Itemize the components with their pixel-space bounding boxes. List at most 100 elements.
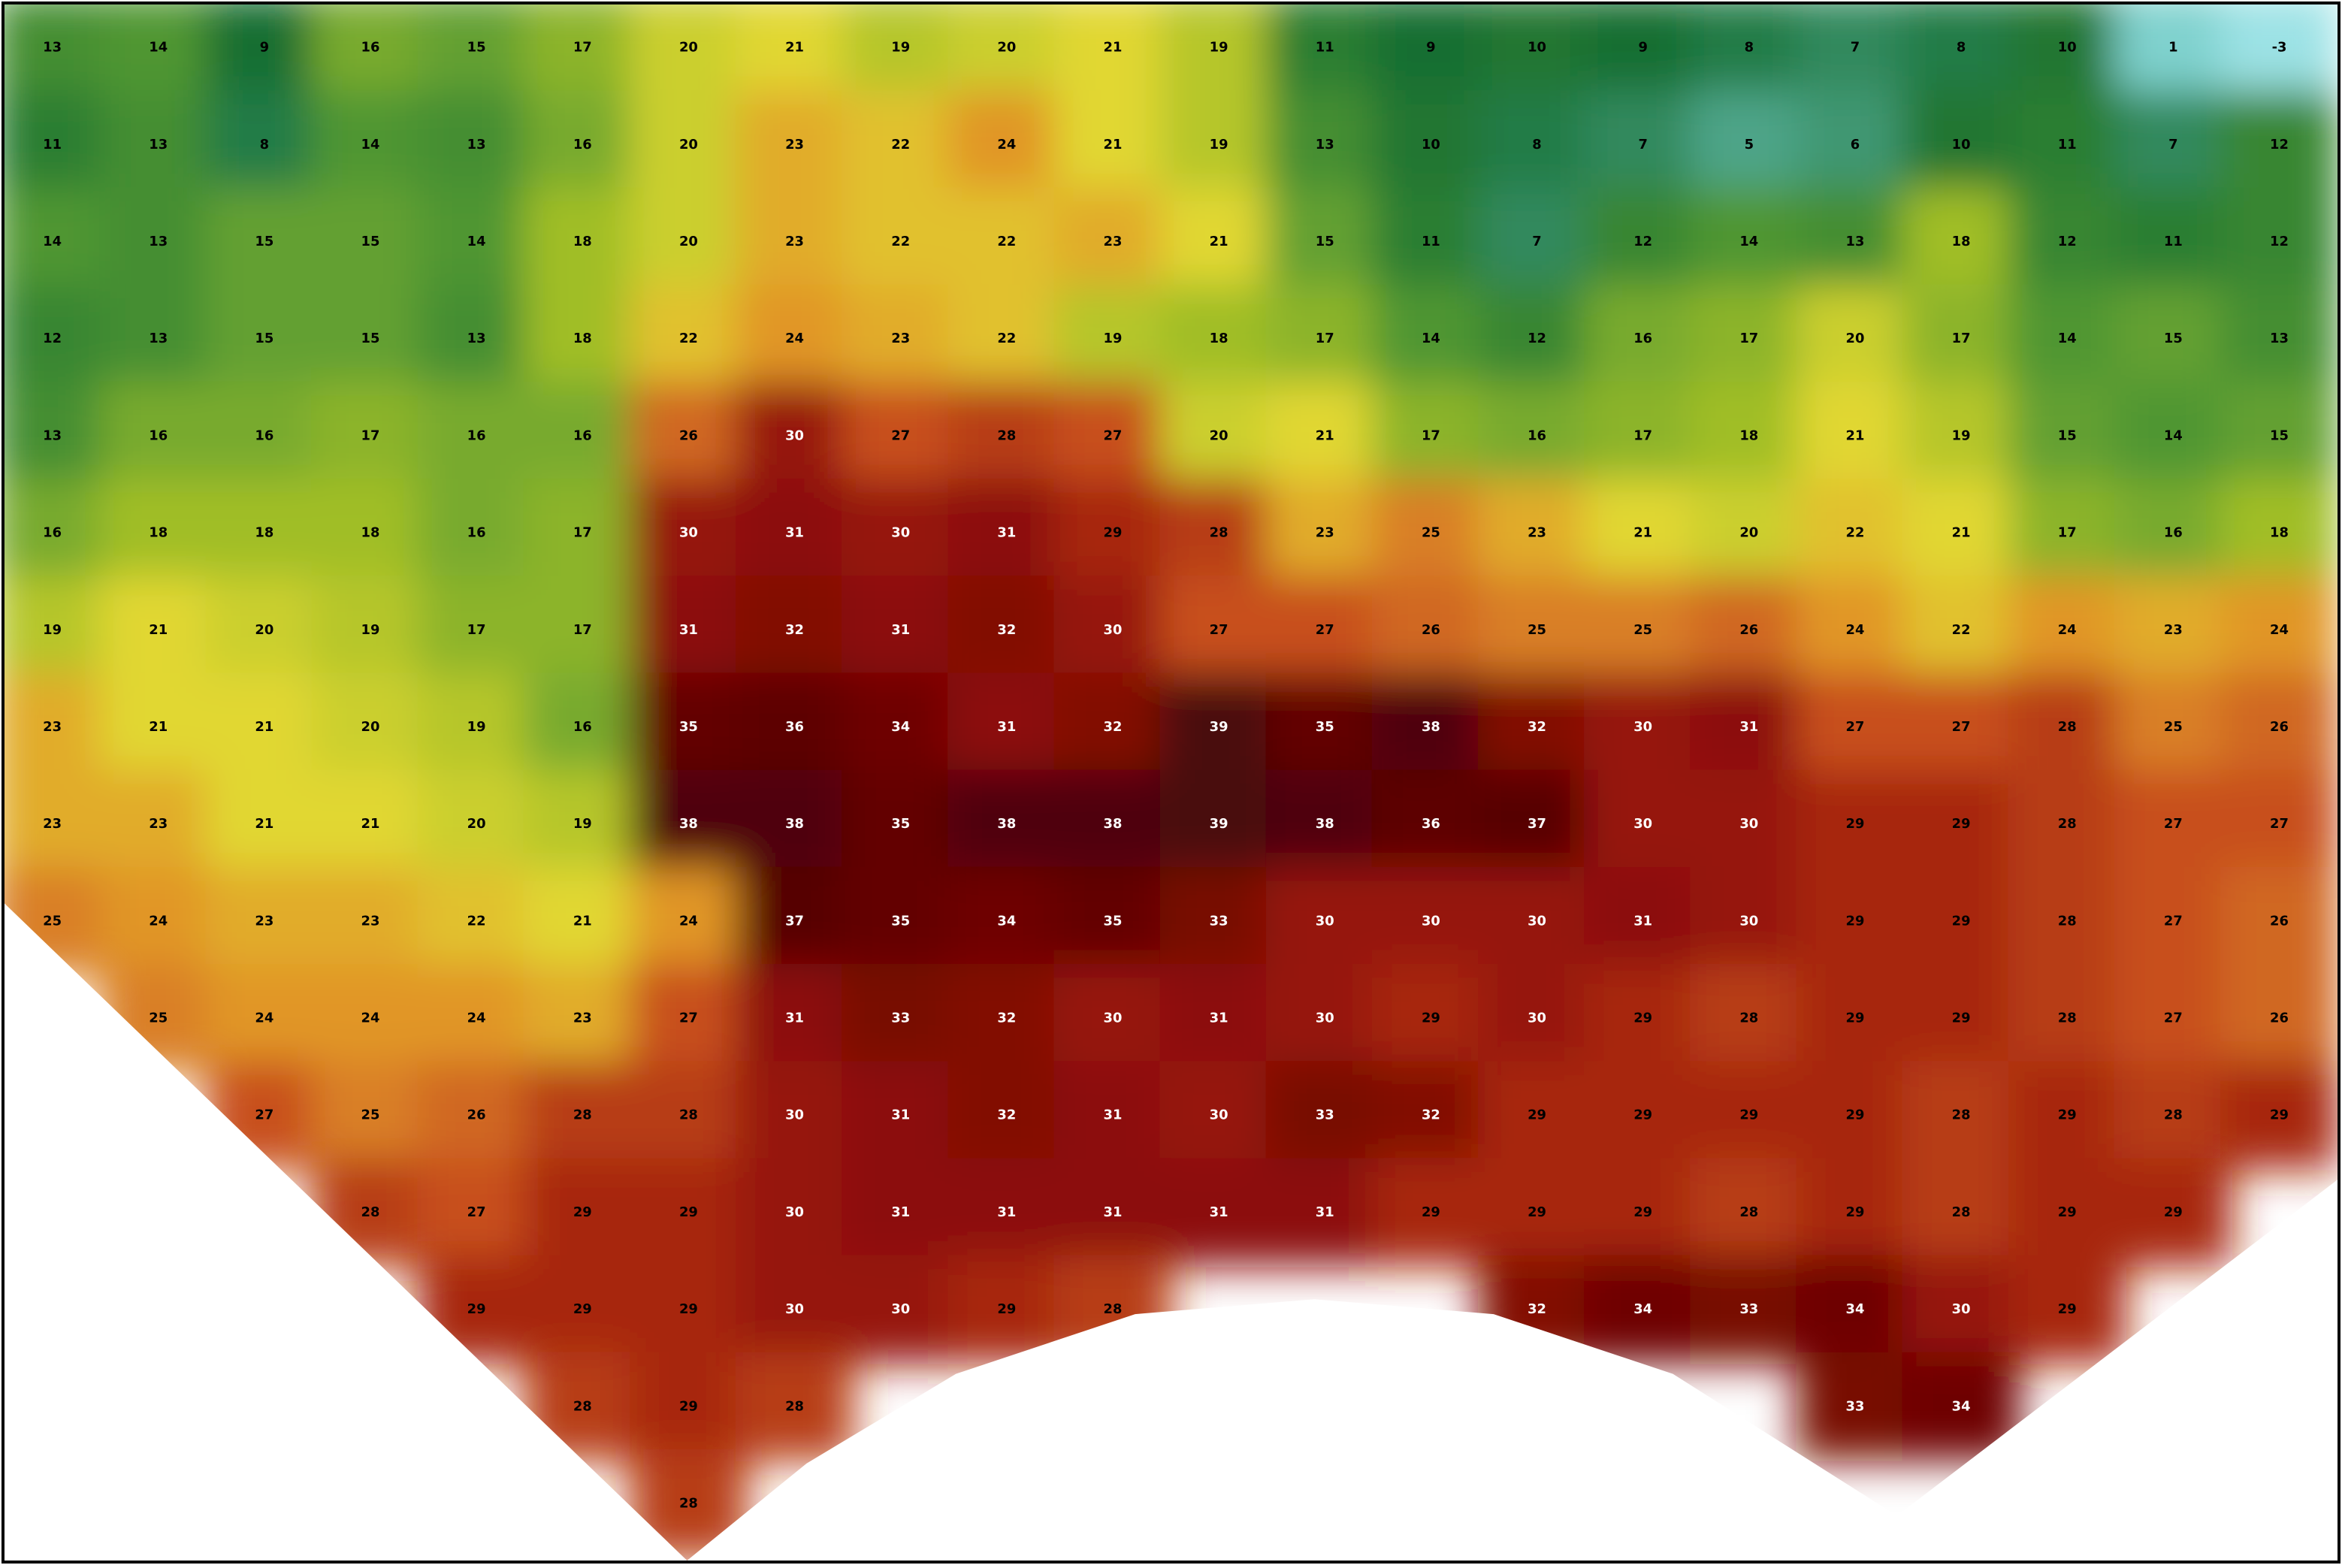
temperature-cell (1159, 769, 1278, 879)
temperature-label: 26 (467, 1107, 486, 1123)
temperature-label: 16 (361, 40, 380, 56)
temperature-label: 17 (573, 622, 592, 638)
temperature-label: 31 (679, 622, 698, 638)
temperature-label: 21 (1316, 427, 1334, 443)
temperature-cell (736, 769, 854, 879)
temperature-cell (1478, 769, 1597, 879)
temperature-cell (417, 1061, 536, 1171)
temperature-label: 14 (467, 234, 486, 249)
temperature-cell (2008, 1158, 2126, 1267)
temperature-cell (2220, 576, 2338, 685)
temperature-label: 29 (1422, 1204, 1440, 1220)
temperature-cell (311, 381, 430, 491)
temperature-label: 29 (2058, 1107, 2077, 1123)
temperature-cell (1265, 866, 1384, 976)
temperature-cell (523, 479, 642, 588)
temperature-cell (736, 381, 854, 491)
temperature-label: 25 (43, 913, 62, 929)
temperature-label: 13 (467, 137, 486, 153)
temperature-label: 31 (1104, 1204, 1123, 1220)
temperature-cell (205, 866, 324, 976)
temperature-label: 16 (1633, 331, 1652, 346)
temperature-cell (2008, 479, 2126, 588)
temperature-cell (1053, 769, 1172, 879)
temperature-cell (947, 90, 1066, 200)
temperature-label: 30 (785, 1301, 804, 1317)
temperature-label: 29 (679, 1204, 698, 1220)
temperature-label: 31 (785, 525, 804, 541)
temperature-label: 13 (2270, 331, 2289, 346)
temperature-label: 14 (43, 234, 62, 249)
temperature-label: 29 (573, 1204, 592, 1220)
temperature-cell (1478, 672, 1597, 782)
temperature-cell (4, 284, 112, 394)
temperature-label: 28 (1210, 525, 1228, 541)
temperature-cell (1796, 284, 1914, 394)
temperature-label: 23 (43, 719, 62, 735)
temperature-label: 19 (1104, 331, 1123, 346)
temperature-cell (4, 479, 112, 588)
temperature-label: 30 (1528, 1011, 1546, 1026)
temperature-cell (1265, 4, 1384, 103)
temperature-cell (99, 769, 218, 879)
temperature-label: 27 (2164, 1011, 2183, 1026)
temperature-label: 10 (1528, 40, 1546, 56)
temperature-label: 6 (1851, 137, 1860, 153)
temperature-label: 35 (1104, 913, 1123, 929)
temperature-cell (523, 4, 642, 103)
temperature-cell (1053, 187, 1172, 297)
temperature-cell (947, 4, 1066, 103)
temperature-cell (1053, 90, 1172, 200)
temperature-cell (1478, 1061, 1597, 1171)
temperature-cell (1584, 90, 1703, 200)
temperature-cell (2114, 866, 2232, 976)
temperature-cell (1478, 187, 1597, 297)
temperature-label: 13 (467, 331, 486, 346)
temperature-label: 18 (573, 234, 592, 249)
temperature-label: 25 (149, 1011, 168, 1026)
temperature-label: 11 (43, 137, 62, 153)
temperature-label: 31 (1739, 719, 1758, 735)
temperature-cell (842, 1061, 960, 1171)
temperature-cell (842, 866, 960, 976)
temperature-label: 30 (1422, 913, 1440, 929)
temperature-cell (205, 381, 324, 491)
temperature-cell (736, 1352, 854, 1461)
temperature-label: 17 (2058, 525, 2077, 541)
temperature-label: 22 (997, 234, 1016, 249)
temperature-label: 12 (1633, 234, 1652, 249)
temperature-label: 30 (1316, 913, 1334, 929)
temperature-cell (1690, 866, 1809, 976)
temperature-label: 21 (149, 622, 168, 638)
temperature-cell (1690, 1158, 1809, 1267)
temperature-label: 20 (255, 622, 273, 638)
temperature-cell (1478, 964, 1597, 1074)
temperature-cell (736, 1158, 854, 1267)
temperature-cell (947, 672, 1066, 782)
temperature-cell (1902, 672, 2020, 782)
temperature-cell (947, 1061, 1066, 1171)
temperature-cell (417, 90, 536, 200)
temperature-cell (2220, 284, 2338, 394)
temperature-cell (1478, 381, 1597, 491)
temperature-label: 35 (891, 816, 910, 832)
temperature-label: 31 (1210, 1204, 1228, 1220)
temperature-cell (1902, 1158, 2020, 1267)
temperature-cell (2220, 187, 2338, 297)
temperature-label: 36 (1422, 816, 1440, 832)
temperature-label: 28 (1739, 1204, 1758, 1220)
temperature-label: 30 (1316, 1011, 1334, 1026)
temperature-label: 26 (2270, 719, 2289, 735)
temperature-cell (842, 90, 960, 200)
temperature-cell (629, 1061, 748, 1171)
temperature-label: 19 (891, 40, 910, 56)
temperature-cell (523, 964, 642, 1074)
temperature-cell (2220, 90, 2338, 200)
temperature-cell (1159, 381, 1278, 491)
temperature-cell (1902, 187, 2020, 297)
temperature-cell (1796, 1255, 1914, 1364)
temperature-label: 30 (785, 1107, 804, 1123)
temperature-cell (1371, 1061, 1490, 1171)
temperature-cell (1159, 1158, 1278, 1267)
